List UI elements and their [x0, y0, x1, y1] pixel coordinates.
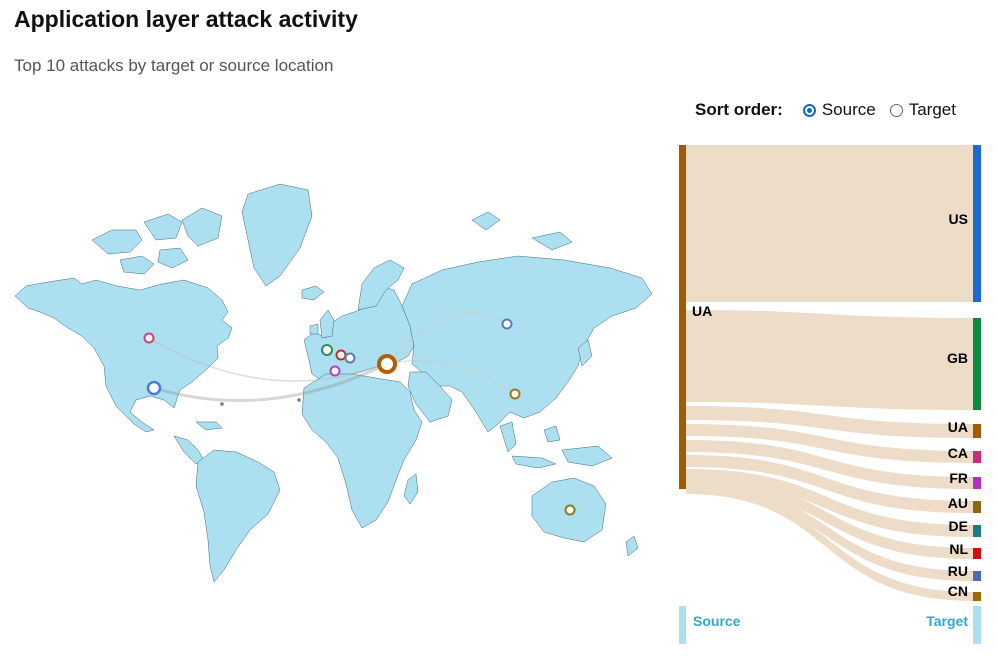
flow-au[interactable]: [686, 455, 973, 513]
attack-arc: [153, 362, 388, 403]
radio-unselected-icon: [889, 103, 903, 117]
target-node-bar-nl[interactable]: [973, 548, 981, 559]
sort-source-label: Source: [821, 100, 876, 119]
sort-order-label: Sort order:: [695, 100, 783, 119]
source-node-bar[interactable]: [679, 145, 686, 489]
location-marker-ca[interactable]: [143, 332, 155, 344]
target-node-bar-ru[interactable]: [973, 571, 981, 581]
radio-selected-icon: [802, 103, 816, 117]
flow-us[interactable]: [686, 145, 973, 302]
sort-target-radio[interactable]: Target: [889, 100, 956, 120]
flow-cn[interactable]: [686, 485, 973, 601]
target-footer-label: Target: [926, 613, 968, 629]
location-marker-fr[interactable]: [329, 365, 341, 377]
target-node-bar-us[interactable]: [973, 145, 981, 302]
target-label-nl: NL: [949, 541, 968, 557]
page-subtitle: Top 10 attacks by target or source locat…: [14, 56, 334, 75]
target-label-ru: RU: [948, 563, 968, 579]
target-node-bar-fr[interactable]: [973, 477, 981, 489]
arc-particle: [220, 402, 224, 406]
target-node-bar-gb[interactable]: [973, 318, 981, 410]
flow-ua[interactable]: [686, 406, 973, 438]
target-node-bar-au[interactable]: [973, 501, 981, 513]
flow-nl[interactable]: [686, 476, 973, 559]
location-marker-au[interactable]: [564, 504, 576, 516]
target-label-au: AU: [948, 495, 968, 511]
sort-source-radio[interactable]: Source: [802, 100, 876, 120]
attack-arc: [386, 312, 508, 365]
source-footer-label: Source: [693, 613, 741, 629]
target-label-ua: UA: [948, 419, 968, 435]
target-label-de: DE: [949, 518, 968, 534]
target-node-bar-de[interactable]: [973, 525, 981, 537]
sort-order-control: Sort order: Source Target: [695, 100, 970, 120]
location-marker-cn[interactable]: [509, 388, 521, 400]
attack-arc: [148, 337, 388, 382]
location-marker-de[interactable]: [344, 352, 356, 364]
source-node-label: UA: [692, 303, 712, 319]
target-label-ca: CA: [948, 445, 968, 461]
target-node-bar-ca[interactable]: [973, 451, 981, 463]
arc-particle: [297, 398, 301, 402]
location-marker-us[interactable]: [146, 380, 162, 396]
target-node-bar-ua[interactable]: [973, 424, 981, 438]
page-title: Application layer attack activity: [14, 6, 358, 32]
location-marker-ua[interactable]: [377, 354, 397, 374]
world-map-land: [14, 183, 652, 583]
source-footer-bar: [679, 606, 686, 644]
target-label-cn: CN: [948, 583, 968, 599]
location-marker-nl[interactable]: [335, 349, 347, 361]
target-label-gb: GB: [947, 350, 968, 366]
sort-target-label: Target: [908, 100, 956, 119]
target-label-fr: FR: [949, 470, 968, 486]
flow-gb[interactable]: [686, 310, 973, 410]
world-map: [14, 183, 652, 583]
attack-arc: [386, 359, 516, 395]
target-footer-bar: [973, 606, 981, 644]
location-marker-ru[interactable]: [501, 318, 513, 330]
sankey-diagram: UA US GB UA CA FR AU DE NL RU CN Source …: [679, 145, 981, 644]
flow-fr[interactable]: [686, 440, 973, 489]
location-marker-gb[interactable]: [321, 344, 333, 356]
flow-ru[interactable]: [686, 482, 973, 581]
flow-ca[interactable]: [686, 424, 973, 463]
target-label-us: US: [949, 211, 968, 227]
target-node-bar-cn[interactable]: [973, 592, 981, 601]
